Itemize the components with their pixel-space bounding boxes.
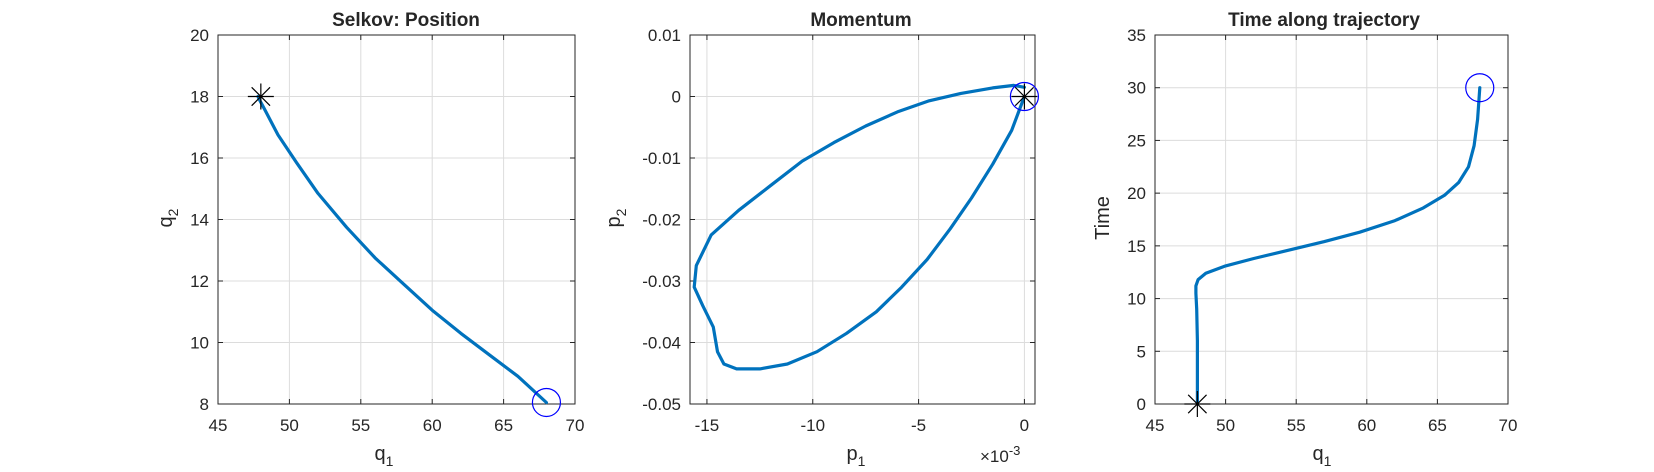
y-tick-label: 20 <box>1127 184 1146 203</box>
plot-area-time: 45 50 55 60 65 70 0 5 10 15 20 25 30 35 <box>1127 26 1517 435</box>
end-circle-marker <box>531 387 562 418</box>
y-tick-label: 30 <box>1127 79 1146 98</box>
x-tick-label: -15 <box>695 416 720 435</box>
y-tick-label: 15 <box>1127 237 1146 256</box>
y-tick-label: 0.01 <box>648 26 681 45</box>
axes-box <box>1154 34 1509 405</box>
x-tick-label: 45 <box>1146 416 1165 435</box>
start-asterisk-marker <box>247 83 274 110</box>
x-tick-label: 55 <box>351 416 370 435</box>
x-exponent-label-momentum: ×10-3 <box>980 443 1020 466</box>
y-tick-label: -0.04 <box>642 334 681 353</box>
panel-position: Selkov: Position q1 q2 <box>155 10 480 469</box>
trajectory-line-time <box>1194 86 1482 406</box>
y-tick-label: 16 <box>190 149 209 168</box>
y-tick-label: 12 <box>190 272 209 291</box>
y-tick-label: 8 <box>200 395 209 414</box>
x-tick-label: 65 <box>494 416 513 435</box>
plot-area-position: 45 50 55 60 65 70 8 10 12 14 16 18 20 <box>190 26 584 435</box>
y-tick-label: -0.05 <box>642 395 681 414</box>
x-tick-label: 50 <box>280 416 299 435</box>
x-tick-label: -5 <box>911 416 926 435</box>
panel-momentum: Momentum p1 ×10-3 p2 <box>603 10 1020 469</box>
x-tick-label: 55 <box>1287 416 1306 435</box>
x-tick-label: 50 <box>1216 416 1235 435</box>
y-tick-label: 0 <box>672 88 681 107</box>
x-tick-label: 60 <box>423 416 442 435</box>
y-tick-label: 10 <box>190 334 209 353</box>
x-axis-label-position: q1 <box>375 443 394 469</box>
x-axis-label-time: q1 <box>1313 443 1332 469</box>
plot-area-momentum: -15 -10 -5 0 -0.05 -0.04 -0.03 -0.02 -0.01 0 0.01 <box>642 26 1040 435</box>
y-tick-label: 35 <box>1127 26 1146 45</box>
y-tick-label: 0 <box>1137 395 1146 414</box>
y-axis-label-momentum: p2 <box>603 208 629 227</box>
y-tick-label: 20 <box>190 26 209 45</box>
y-tick-label: -0.03 <box>642 272 681 291</box>
start-asterisk-marker <box>1184 391 1211 417</box>
y-axis-label-time: Time <box>1092 196 1114 240</box>
end-circle-marker <box>1009 81 1040 112</box>
chart-title-momentum: Momentum <box>810 10 911 31</box>
y-tick-label: 10 <box>1127 290 1146 309</box>
y-axis-label-position: q2 <box>155 208 181 227</box>
start-asterisk-marker <box>1011 83 1038 110</box>
x-tick-label: 70 <box>1499 416 1518 435</box>
x-tick-label: 0 <box>1020 416 1029 435</box>
chart-title-position: Selkov: Position <box>332 10 480 31</box>
chart-title-time: Time along trajectory <box>1228 10 1420 31</box>
x-tick-label: 65 <box>1428 416 1447 435</box>
y-tick-label: 14 <box>190 211 209 230</box>
y-tick-label: -0.01 <box>642 149 681 168</box>
x-tick-label: 45 <box>209 416 228 435</box>
x-axis-label-momentum: p1 <box>847 443 866 469</box>
trajectory-line-position <box>256 94 549 405</box>
x-tick-label: -10 <box>800 416 825 435</box>
y-tick-label: -0.02 <box>642 211 681 230</box>
y-tick-label: 25 <box>1127 131 1146 150</box>
y-tick-label: 5 <box>1137 342 1146 361</box>
x-tick-label: 60 <box>1357 416 1376 435</box>
x-tick-label: 70 <box>566 416 585 435</box>
panel-time: Time along trajectory q1 Time <box>1092 10 1420 469</box>
trajectory-line-momentum <box>692 83 1027 371</box>
end-circle-marker <box>1465 73 1495 103</box>
y-tick-label: 18 <box>190 88 209 107</box>
